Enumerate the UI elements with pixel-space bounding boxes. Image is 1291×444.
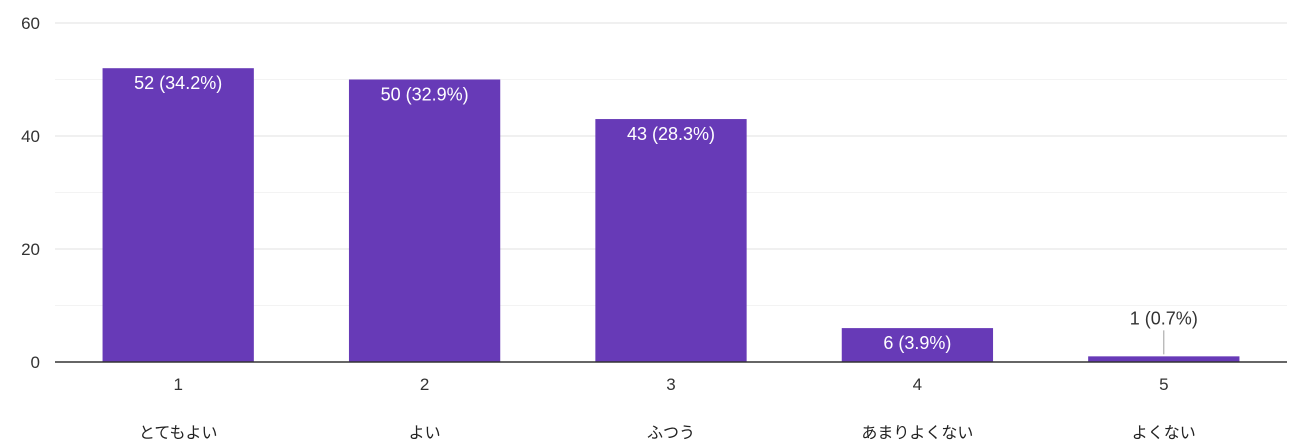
y-tick-label: 0 xyxy=(31,353,40,372)
bar-2 xyxy=(348,79,501,362)
bar-data-label: 50 (32.9%) xyxy=(381,85,469,105)
bar-data-label: 1 (0.7%) xyxy=(1130,308,1198,328)
bar-1 xyxy=(102,68,254,362)
x-tick-label: 1 xyxy=(173,375,182,394)
y-tick-label: 60 xyxy=(21,14,40,33)
bar-4 xyxy=(841,328,994,362)
bars xyxy=(102,68,1240,362)
bar-data-label: 6 (3.9%) xyxy=(883,333,951,353)
category-description: よくない xyxy=(1132,423,1196,442)
bar-3 xyxy=(595,119,747,362)
category-description: とてもよい xyxy=(139,423,218,442)
category-description: ふつう xyxy=(647,423,695,442)
y-tick-label: 20 xyxy=(21,240,40,259)
x-tick-label: 5 xyxy=(1159,375,1168,394)
y-tick-label: 40 xyxy=(21,127,40,146)
bar-5 xyxy=(1088,356,1240,362)
bar-data-label: 43 (28.3%) xyxy=(627,124,715,144)
x-tick-label: 3 xyxy=(666,375,675,394)
bar-data-label: 52 (34.2%) xyxy=(134,73,222,93)
x-tick-label: 4 xyxy=(913,375,922,394)
labels: 0 20 40 60 52 (34.2%) 1 とてもよい 50 (32.9%) 2 よい 43 (… xyxy=(21,14,1198,442)
x-tick-label: 2 xyxy=(420,375,429,394)
category-description: よい xyxy=(409,423,441,442)
category-description: あまりよくない xyxy=(861,423,973,442)
